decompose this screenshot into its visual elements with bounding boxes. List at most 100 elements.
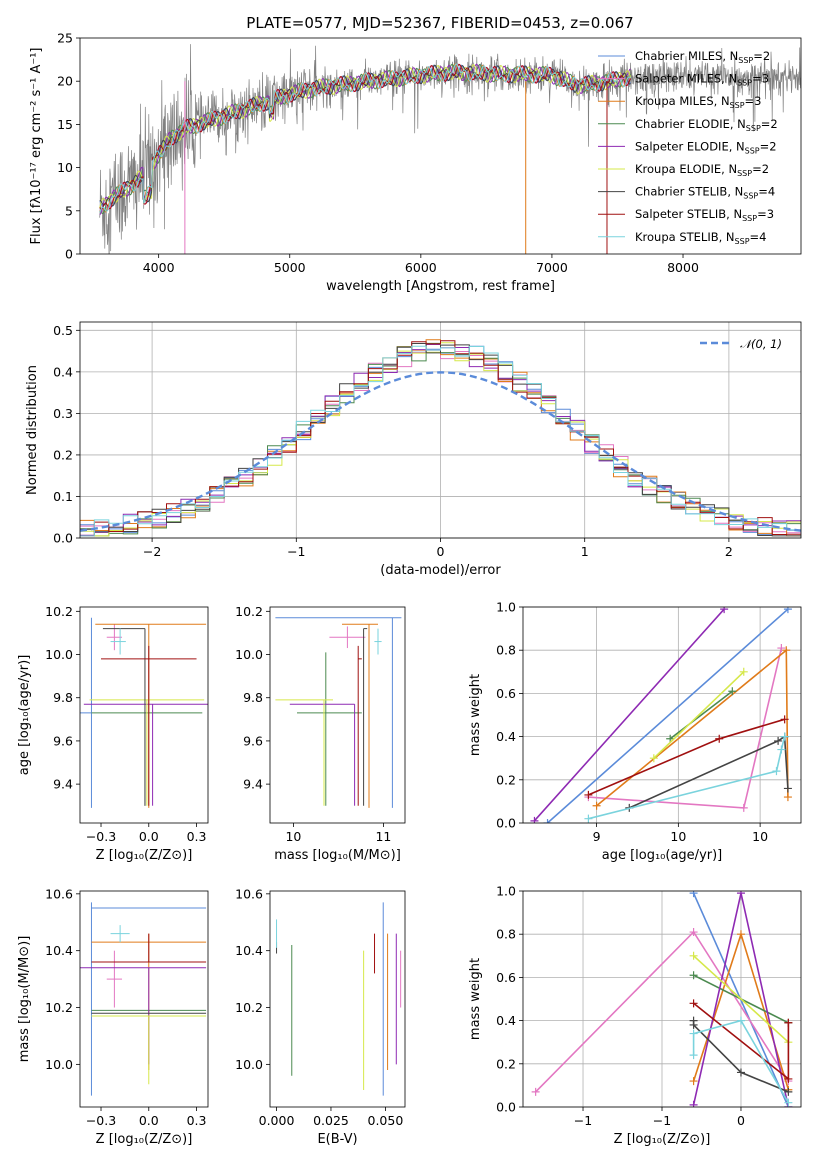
y-tick-label: 9.8 bbox=[243, 690, 263, 705]
plot-area bbox=[530, 607, 792, 823]
series-chabrier-miles bbox=[543, 607, 792, 823]
errorbar-kroupa-elodie bbox=[91, 1015, 207, 1085]
series-point bbox=[728, 687, 737, 696]
legend-entry: Salpeter STELIB, NSSP=3 bbox=[635, 207, 774, 223]
y-tick-label: 5 bbox=[65, 203, 73, 218]
series-point bbox=[689, 928, 698, 937]
axes-frame bbox=[79, 606, 209, 824]
y-tick-label: 0.0 bbox=[496, 816, 516, 831]
series-point bbox=[736, 930, 745, 939]
chart-age-vs-mass: 10 11 9.4 9.6 9.8 10.0 10.2 mass [log₁₀(M/M⊙)] bbox=[235, 604, 406, 863]
x-axis-label: wavelength [Angstrom, rest frame] bbox=[326, 279, 555, 294]
series-kroupa-stelib bbox=[584, 732, 789, 823]
y-tick-label: 0.2 bbox=[496, 1056, 516, 1071]
chart-mass-vs-ebv: 0.000 0.025 0.050 10.0 10.2 10.4 10.6 E(B-V) bbox=[235, 886, 406, 1147]
y-axis-label: age [log₁₀(age/yr)] bbox=[17, 655, 32, 776]
x-axis-label: mass [log₁₀(M/M⊙)] bbox=[274, 848, 401, 863]
y-tick-label: 10.6 bbox=[235, 886, 263, 901]
model-salpeter-elodie bbox=[99, 63, 631, 215]
hist-kroupa-stelib bbox=[80, 345, 801, 538]
y-tick-label: 10.2 bbox=[235, 1000, 263, 1015]
x-tick-label: −1 bbox=[653, 1113, 671, 1128]
y-tick-label: 0 bbox=[65, 247, 73, 262]
errorbar-kroupa-stelib bbox=[110, 628, 126, 655]
y-axis-label: mass weight bbox=[468, 674, 483, 756]
x-tick-label: 6000 bbox=[405, 260, 437, 275]
x-axis-label: Z [log₁₀(Z/Z⊙)] bbox=[96, 848, 193, 863]
series-chabrier-stelib bbox=[625, 732, 792, 812]
legend-entry: Kroupa ELODIE, NSSP=2 bbox=[635, 162, 769, 178]
plot-area bbox=[99, 44, 801, 254]
y-tick-label: 0.2 bbox=[496, 772, 516, 787]
x-tick-label: −0.3 bbox=[86, 829, 116, 844]
grid bbox=[523, 606, 801, 824]
x-tick-label: 7000 bbox=[536, 260, 568, 275]
series-point bbox=[689, 1020, 698, 1029]
legend-entry: 𝒩(0, 1) bbox=[740, 337, 782, 351]
series-chabrier-elodie bbox=[666, 687, 737, 743]
series-line bbox=[692, 892, 790, 1107]
model-chabrier-stelib bbox=[99, 64, 631, 207]
series-line bbox=[653, 671, 745, 759]
chart-age-vs-z: −0.3 0.0 0.3 9.4 9.6 9.8 10.0 10.2 Z [log₁₀(Z/Z⊙… bbox=[17, 604, 209, 863]
y-tick-label: 0.6 bbox=[496, 686, 516, 701]
y-tick-label: 0.0 bbox=[53, 531, 73, 546]
y-tick-label: 10.0 bbox=[45, 647, 73, 662]
series-point bbox=[783, 793, 792, 802]
series-point bbox=[784, 1098, 793, 1107]
y-tick-label: 9.4 bbox=[53, 777, 73, 792]
x-tick-label: 8000 bbox=[667, 260, 699, 275]
plot-area bbox=[80, 902, 207, 1096]
errorbar-salpeter-stelib bbox=[357, 645, 362, 806]
series-point bbox=[777, 644, 786, 653]
y-tick-label: 10.4 bbox=[235, 943, 263, 958]
x-axis-label: Z [log₁₀(Z/Z⊙)] bbox=[96, 1132, 193, 1147]
x-tick-label: −0.3 bbox=[86, 1113, 116, 1128]
x-tick-label: 4000 bbox=[143, 260, 175, 275]
grid bbox=[523, 890, 801, 1108]
series-point bbox=[739, 667, 748, 676]
ticks bbox=[266, 610, 384, 827]
x-tick-label: −1 bbox=[287, 544, 305, 559]
y-tick-label: 10.2 bbox=[45, 604, 73, 619]
errorbar-kroupa-miles bbox=[342, 623, 378, 808]
series-line bbox=[669, 690, 733, 740]
y-tick-label: 10 bbox=[57, 160, 73, 175]
y-tick-label: 10.0 bbox=[235, 1057, 263, 1072]
x-tick-label: 0.3 bbox=[187, 1113, 207, 1128]
series-salpeter-stelib bbox=[584, 715, 789, 799]
axes-frame bbox=[79, 890, 209, 1108]
chart-residuals: −2 −1 0 1 2 0.0 0.1 0.2 0.3 0.4 0.5 (data-model)/er… bbox=[25, 321, 802, 578]
legend: 𝒩(0, 1) bbox=[700, 337, 782, 351]
y-tick-label: 10.6 bbox=[45, 886, 73, 901]
y-tick-label: 0.2 bbox=[53, 447, 73, 462]
x-tick-label: 5000 bbox=[274, 260, 306, 275]
x-tick-label: 1 bbox=[581, 544, 589, 559]
y-tick-label: 0.8 bbox=[496, 927, 516, 942]
series-point bbox=[736, 1016, 745, 1025]
series-point bbox=[720, 607, 729, 614]
axes-frame bbox=[522, 606, 802, 824]
chart-weight-vs-age: 9 10 10 0.0 0.2 0.4 0.6 0.8 1.0 age [log₁₀(age/yr… bbox=[468, 600, 802, 863]
errorbar-kroupa-elodie bbox=[89, 699, 205, 806]
errorbar-salpeter-stelib bbox=[91, 933, 207, 963]
ticks bbox=[76, 893, 197, 1111]
x-tick-label: 0 bbox=[437, 544, 445, 559]
axes-frame bbox=[269, 890, 406, 1108]
chart-weight-vs-z: −1 −1 0 0.0 0.2 0.4 0.6 0.8 1.0 Z [log₁₀(Z/Z⊙)] ma… bbox=[468, 884, 802, 1147]
plot-area bbox=[80, 617, 208, 808]
y-tick-label: 1.0 bbox=[496, 600, 516, 615]
y-tick-label: 10.0 bbox=[235, 647, 263, 662]
axes-frame bbox=[269, 606, 406, 824]
x-tick-label: 0.000 bbox=[259, 1113, 295, 1128]
series-point bbox=[531, 1087, 540, 1096]
x-tick-label: 10 bbox=[670, 829, 686, 844]
series-point bbox=[780, 715, 789, 724]
series-point bbox=[715, 734, 724, 743]
series-point bbox=[689, 999, 698, 1008]
legend-entry: Salpeter MILES, NSSP=3 bbox=[635, 72, 769, 88]
x-tick-label: 0.0 bbox=[139, 829, 159, 844]
model-kroupa-stelib bbox=[99, 63, 631, 213]
ticks bbox=[76, 329, 730, 542]
ticks bbox=[519, 606, 761, 827]
